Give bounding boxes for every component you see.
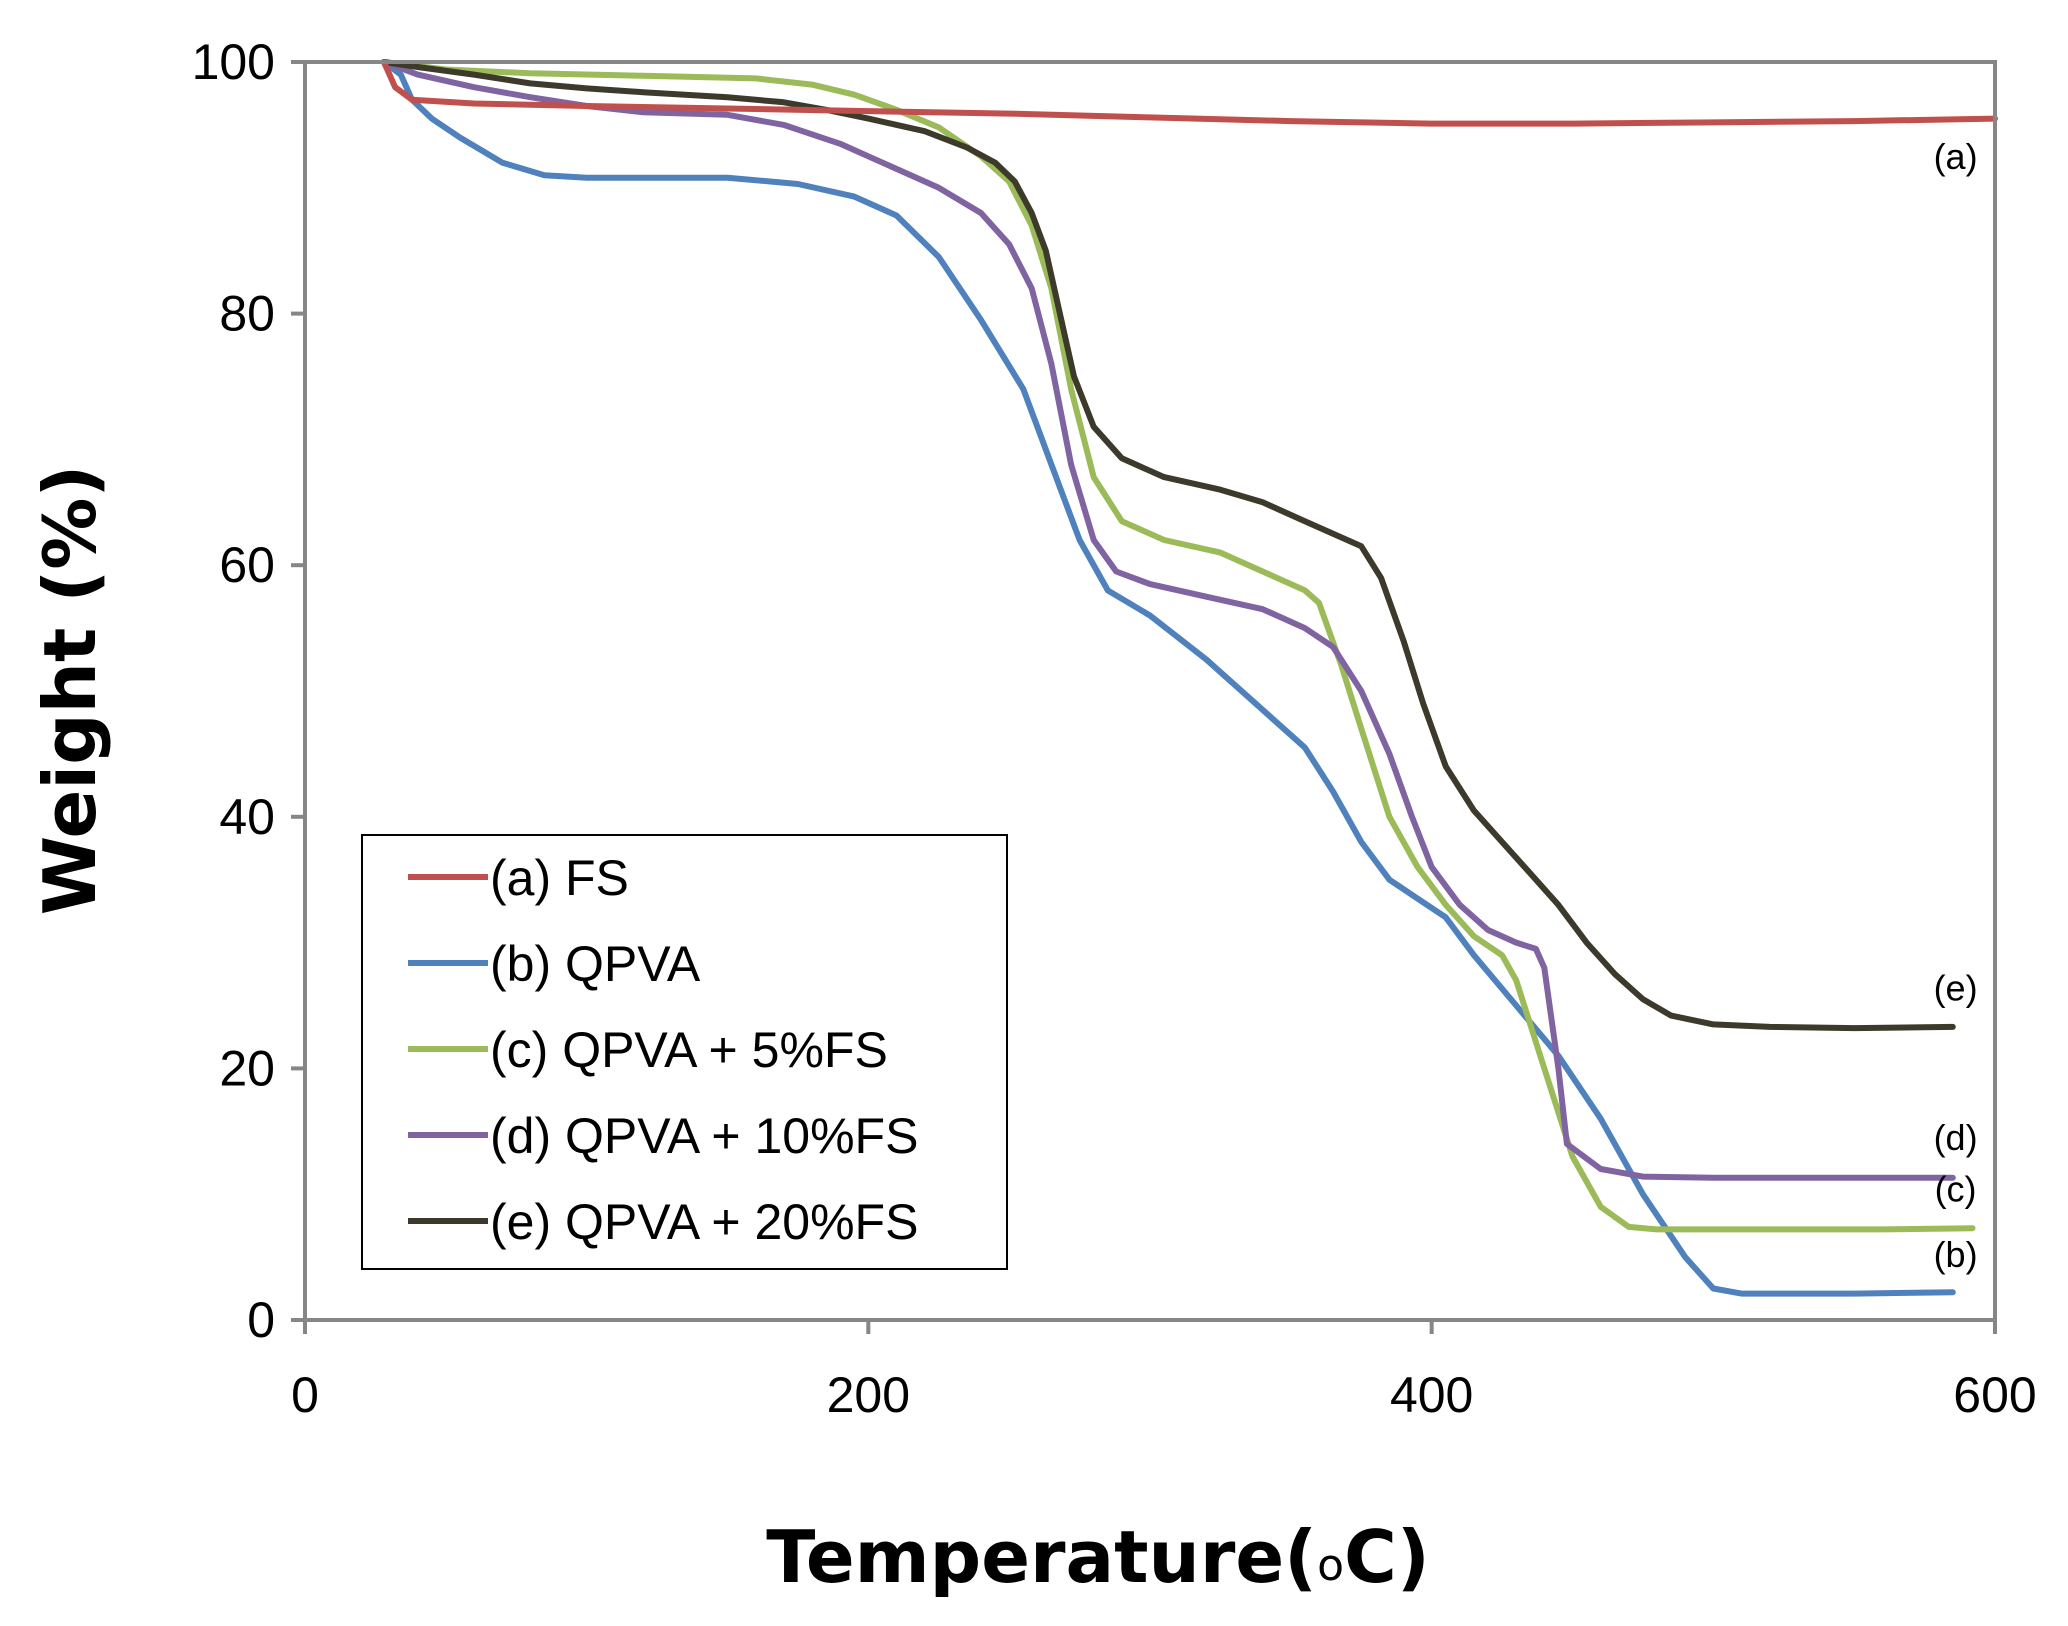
x-tick-label: 400 — [1390, 1367, 1473, 1423]
legend: (a) FS (b) QPVA (c) QPVA + 5%FS (d) QPVA… — [361, 834, 1008, 1270]
y-tick-label: 100 — [192, 34, 275, 90]
series-line-d — [380, 59, 1956, 1181]
y-tick-label: 80 — [219, 286, 275, 342]
series-line-e — [380, 59, 1956, 1032]
x-axis-title-degree: o — [1317, 1540, 1344, 1591]
series-line-b — [380, 59, 1956, 1297]
ticks-layer: 0 20 40 60 80 100 0 200 400 600 — [192, 34, 2037, 1423]
x-axis-title-unit: C) — [1344, 1515, 1430, 1599]
curve-end-label-a: (a) — [1934, 136, 1978, 177]
legend-label-e: (e) QPVA + 20%FS — [490, 1194, 918, 1250]
x-axis-title: Temperature(oC) — [766, 1515, 1429, 1599]
curve-end-label-c: (c) — [1935, 1169, 1977, 1210]
legend-label-c: (c) QPVA + 5%FS — [490, 1022, 888, 1078]
y-tick-label: 40 — [219, 789, 275, 845]
end-labels-layer: (a) (b) (c) (d) (e) — [1934, 136, 1978, 1275]
curve-end-label-e: (e) — [1934, 967, 1978, 1008]
series-line-a — [380, 59, 1998, 127]
x-tick-label: 200 — [827, 1367, 910, 1423]
y-tick-label: 20 — [219, 1040, 275, 1096]
legend-label-d: (d) QPVA + 10%FS — [490, 1108, 918, 1164]
plot-area-frame — [303, 60, 1997, 1322]
x-tick-label: 600 — [1953, 1367, 2036, 1423]
y-tick-label: 60 — [219, 537, 275, 593]
x-axis-title-main: Temperature( — [766, 1515, 1317, 1599]
legend-label-b: (b) QPVA — [490, 936, 701, 992]
y-axis-title: Weight (%) — [28, 465, 112, 916]
series-line-c — [380, 59, 1976, 1233]
x-tick-label: 0 — [291, 1367, 319, 1423]
curve-end-label-d: (d) — [1934, 1117, 1978, 1158]
series-layer — [380, 59, 1998, 1297]
y-tick-label: 0 — [247, 1292, 275, 1348]
curve-end-label-b: (b) — [1934, 1234, 1978, 1275]
legend-label-a: (a) FS — [490, 850, 629, 906]
